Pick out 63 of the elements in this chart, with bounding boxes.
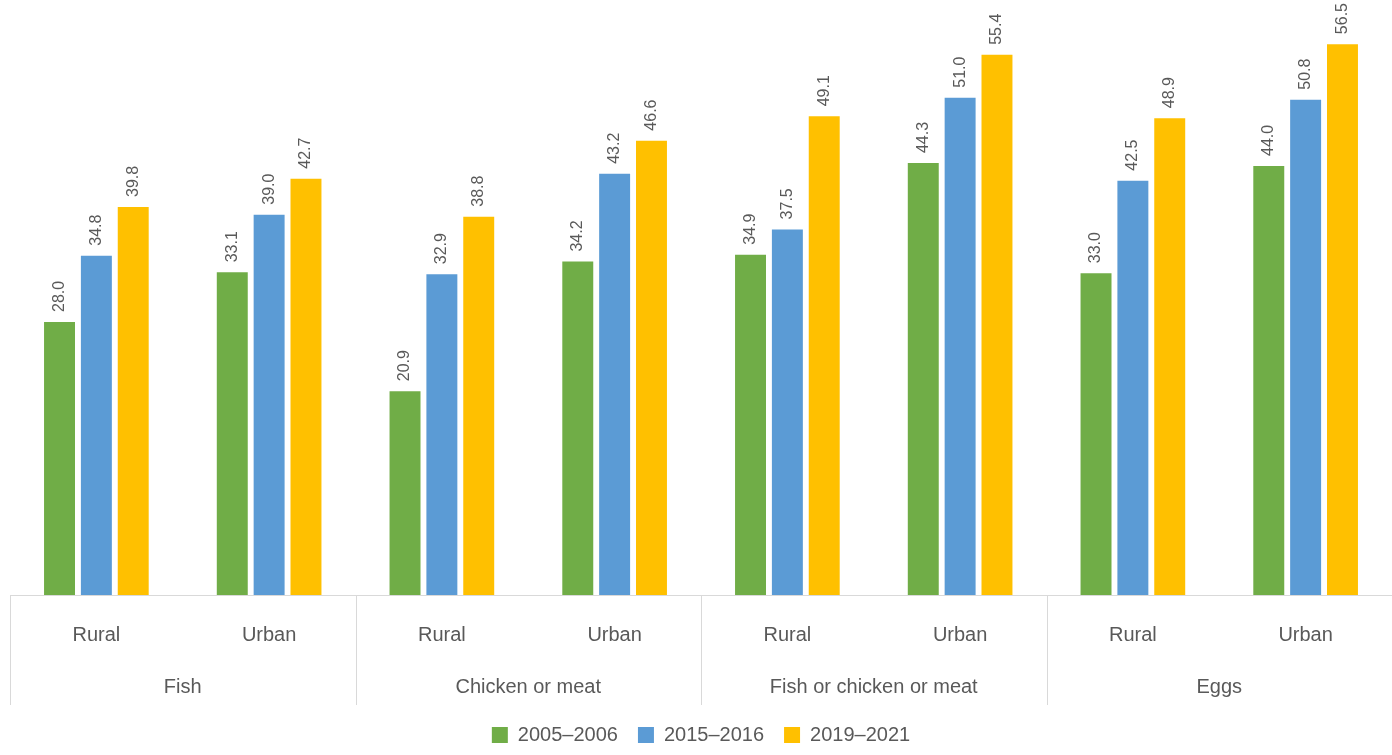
x-tick-label: Rural (763, 622, 812, 645)
bar (44, 322, 75, 595)
text: Chicken or meat (455, 674, 602, 697)
x-tick-label: Rural (1108, 622, 1157, 645)
data-label: 32.9 (432, 232, 450, 265)
x-tick-label: Urban (932, 622, 988, 645)
bar (808, 116, 840, 595)
text: Fish (163, 674, 202, 697)
data-label: 48.9 (1160, 76, 1178, 109)
x-tick-label: Urban (1278, 622, 1333, 645)
data-label: 44.0 (1259, 124, 1277, 156)
bar (599, 173, 631, 595)
data-label: 28.0 (49, 280, 67, 312)
x-tick-label: Rural (72, 622, 121, 645)
data-label: 44.3 (913, 121, 931, 154)
legend-label: 2019–2021 (810, 722, 911, 745)
data-label: 42.5 (1123, 139, 1141, 171)
legend-label: 2005–2006 (517, 722, 618, 745)
bar (907, 163, 939, 595)
x-tick-label: Urban (587, 622, 642, 645)
bar (771, 229, 803, 595)
data-label: 38.8 (469, 175, 487, 207)
bar (562, 261, 594, 595)
bar (1290, 99, 1322, 595)
data-label: 55.4 (987, 13, 1005, 45)
bar (1117, 180, 1149, 595)
data-label: 56.5 (1332, 2, 1350, 35)
bar (290, 178, 322, 595)
data-label: 33.1 (222, 231, 240, 263)
data-label: 46.6 (641, 99, 659, 131)
text: Fish or chicken or meat (769, 674, 979, 697)
data-label: 37.5 (777, 188, 795, 220)
bar (216, 272, 248, 595)
bar (80, 255, 112, 595)
x-tick-label: Rural (417, 622, 466, 645)
bar (1154, 118, 1186, 595)
data-label: 39.0 (259, 173, 277, 205)
data-label: 34.2 (568, 220, 586, 252)
bar (1327, 44, 1358, 595)
bar (1080, 273, 1112, 595)
data-label: 49.1 (814, 75, 832, 107)
bar (636, 140, 667, 595)
bar (981, 54, 1013, 595)
data-label: 34.8 (86, 214, 104, 246)
legend-label: 2015–2016 (663, 722, 765, 745)
bar (944, 97, 976, 595)
data-label: 51.0 (950, 56, 968, 88)
bar (389, 391, 421, 595)
bar (735, 254, 766, 595)
data-label: 20.9 (395, 349, 413, 382)
data-label: 43.2 (605, 132, 623, 164)
data-label: 34.9 (740, 213, 758, 245)
data-label: 39.8 (123, 165, 141, 197)
x-tick-label: Urban (241, 622, 297, 645)
data-label: 42.7 (296, 137, 314, 169)
bar (1253, 166, 1285, 595)
bar (253, 214, 285, 595)
data-label: 50.8 (1296, 58, 1314, 90)
text: Eggs (1196, 674, 1243, 697)
bar (426, 274, 458, 595)
bar (463, 216, 495, 595)
data-label: 33.0 (1086, 232, 1104, 264)
bar (117, 206, 149, 595)
